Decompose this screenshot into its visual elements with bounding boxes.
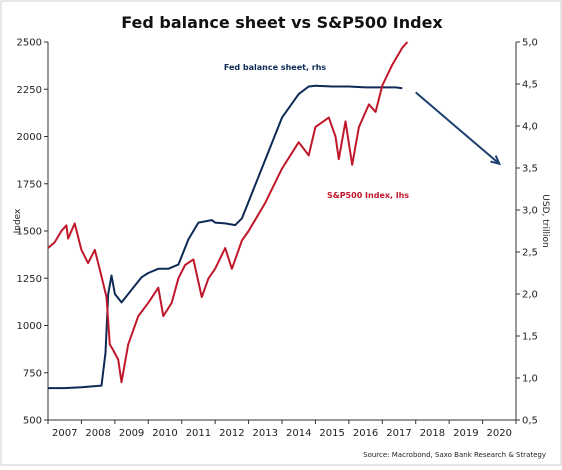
x-tick-label: 2015 [319, 428, 344, 439]
x-tick-label: 2008 [85, 428, 110, 439]
sp500-series-line [47, 41, 409, 384]
right-tick-label: 4,5 [522, 80, 538, 91]
x-tick-label: 2017 [386, 428, 411, 439]
x-tick-label: 2019 [453, 428, 478, 439]
x-tick-label: 2009 [119, 428, 144, 439]
x-tick-label: 2013 [253, 428, 278, 439]
projection-arrow-line [415, 91, 500, 165]
left-tick-label: 1750 [17, 179, 42, 190]
right-tick-label: 2,5 [522, 248, 538, 259]
right-tick-label: 3,5 [522, 164, 538, 175]
right-tick-label: 5,0 [522, 38, 538, 49]
right-axis-title: USD, trillion [540, 194, 550, 247]
left-tick-label: 2500 [17, 38, 42, 49]
plot-area: 500 750 1000 1250 1500 1750 2000 2250 2500 0,5 1,0… [13, 38, 550, 440]
sp500-label: S&P500 Index, lhs [327, 191, 409, 200]
x-tick-label: 2007 [52, 428, 77, 439]
left-tick-label: 500 [23, 416, 42, 427]
fed-balance-label: Fed balance sheet, rhs [224, 63, 327, 72]
x-tick-label: 2016 [353, 428, 378, 439]
x-tick-label: 2011 [186, 428, 211, 439]
source-note: Source: Macrobond, Saxo Bank Research & … [363, 451, 546, 459]
projection-arrow-head [490, 155, 502, 166]
right-tick-label: 4,0 [522, 122, 538, 133]
x-tick-label: 2010 [152, 428, 177, 439]
left-tick-label: 750 [23, 368, 42, 379]
right-tick-label: 2,0 [522, 290, 538, 301]
right-tick-label: 1,5 [522, 332, 538, 343]
left-tick-label: 1500 [17, 227, 42, 238]
chart-title: Fed balance sheet vs S&P500 Index [121, 13, 443, 32]
right-tick-label: 3,0 [522, 206, 538, 217]
x-tick-label: 2020 [487, 428, 512, 439]
left-axis-title: Index [13, 208, 23, 233]
x-tick-label: 2012 [219, 428, 244, 439]
left-tick-label: 1000 [17, 321, 42, 332]
left-tick-label: 2000 [17, 132, 42, 143]
left-tick-label: 1250 [17, 274, 42, 285]
x-tick-label: 2014 [286, 428, 311, 439]
right-tick-label: 0,5 [522, 416, 538, 427]
right-tick-label: 1,0 [522, 374, 538, 385]
fed-balance-series-line [48, 84, 403, 390]
x-tick-label: 2018 [420, 428, 445, 439]
left-tick-label: 2250 [17, 85, 42, 96]
